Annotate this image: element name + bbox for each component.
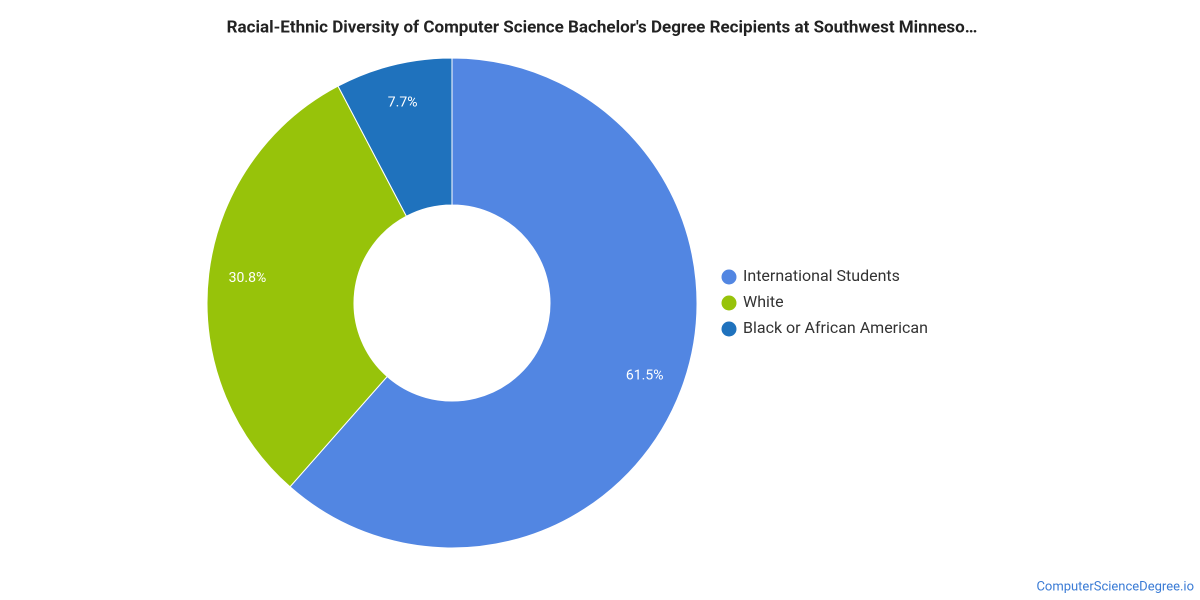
pie-slice — [289, 57, 698, 549]
source[interactable]: ComputerScienceDegree.io — [1036, 579, 1194, 594]
legend-label: Black or African American — [743, 318, 928, 337]
chart-title: Racial-Ethnic Diversity of Computer Scie… — [227, 17, 978, 37]
legend-label: White — [743, 292, 784, 311]
legend-label: International Students — [743, 266, 900, 285]
legend-marker — [721, 321, 737, 337]
pie-slice — [337, 57, 453, 217]
legend-marker — [721, 295, 737, 311]
value-label: 30.8% — [229, 270, 267, 286]
legend-marker — [721, 269, 737, 285]
value-label: 7.7% — [388, 95, 418, 111]
pie-slice — [206, 85, 408, 488]
value-label: 61.5% — [626, 368, 664, 384]
